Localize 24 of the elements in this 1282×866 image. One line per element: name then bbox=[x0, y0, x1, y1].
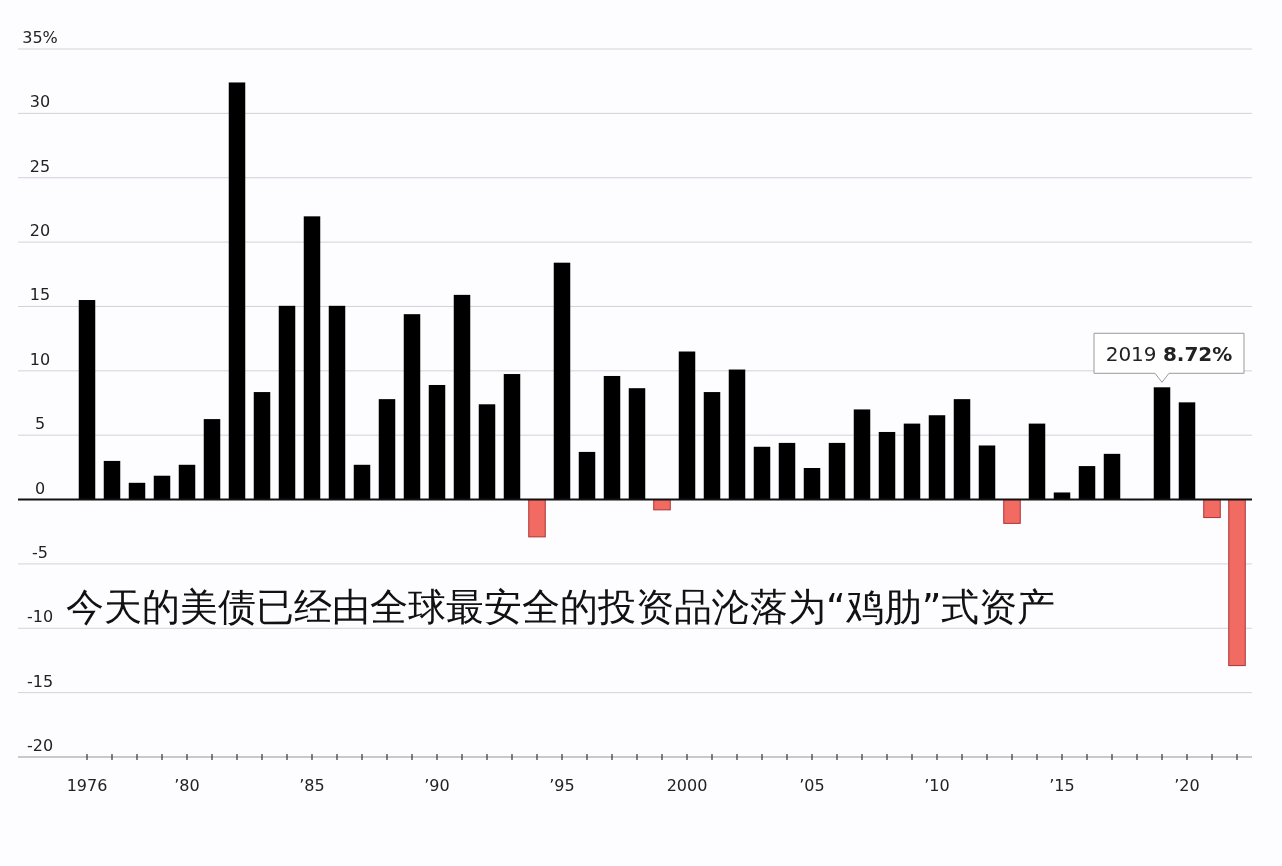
y-tick-label: -15 bbox=[26, 671, 54, 691]
x-tick-label: ’80 bbox=[174, 776, 200, 795]
y-tick-label: -5 bbox=[32, 542, 48, 562]
y-tick-label: 20 bbox=[29, 221, 51, 241]
y-tick-label: 10 bbox=[29, 349, 51, 369]
y-tick-label: 0 bbox=[34, 478, 46, 498]
x-tick-label: 2000 bbox=[666, 776, 708, 795]
annotation: 今天的美债已经由全球最安全的投资品沦落为“鸡肋”式资产 bbox=[66, 585, 1056, 629]
y-tick-label: 5 bbox=[34, 414, 46, 434]
x-tick-label: ’20 bbox=[1174, 776, 1200, 795]
y-tick-label: 35% bbox=[22, 28, 58, 47]
x-tick-label: ’10 bbox=[924, 776, 950, 795]
x-tick-label: ’90 bbox=[424, 776, 450, 795]
x-tick-label: ’85 bbox=[299, 776, 325, 795]
y-tick-label: 15 bbox=[29, 285, 51, 305]
data-label: 2019 8.72% bbox=[1105, 342, 1233, 367]
x-tick-label: ’95 bbox=[549, 776, 575, 795]
y-tick-label: 30 bbox=[29, 92, 51, 112]
y-tick-label: -10 bbox=[26, 607, 54, 627]
y-tick-label: -20 bbox=[26, 736, 54, 755]
y-tick-label: 25 bbox=[29, 156, 51, 176]
x-tick-label: 1976 bbox=[66, 776, 108, 795]
x-tick-label: ’15 bbox=[1049, 776, 1075, 795]
x-tick-label: ’05 bbox=[799, 776, 825, 795]
